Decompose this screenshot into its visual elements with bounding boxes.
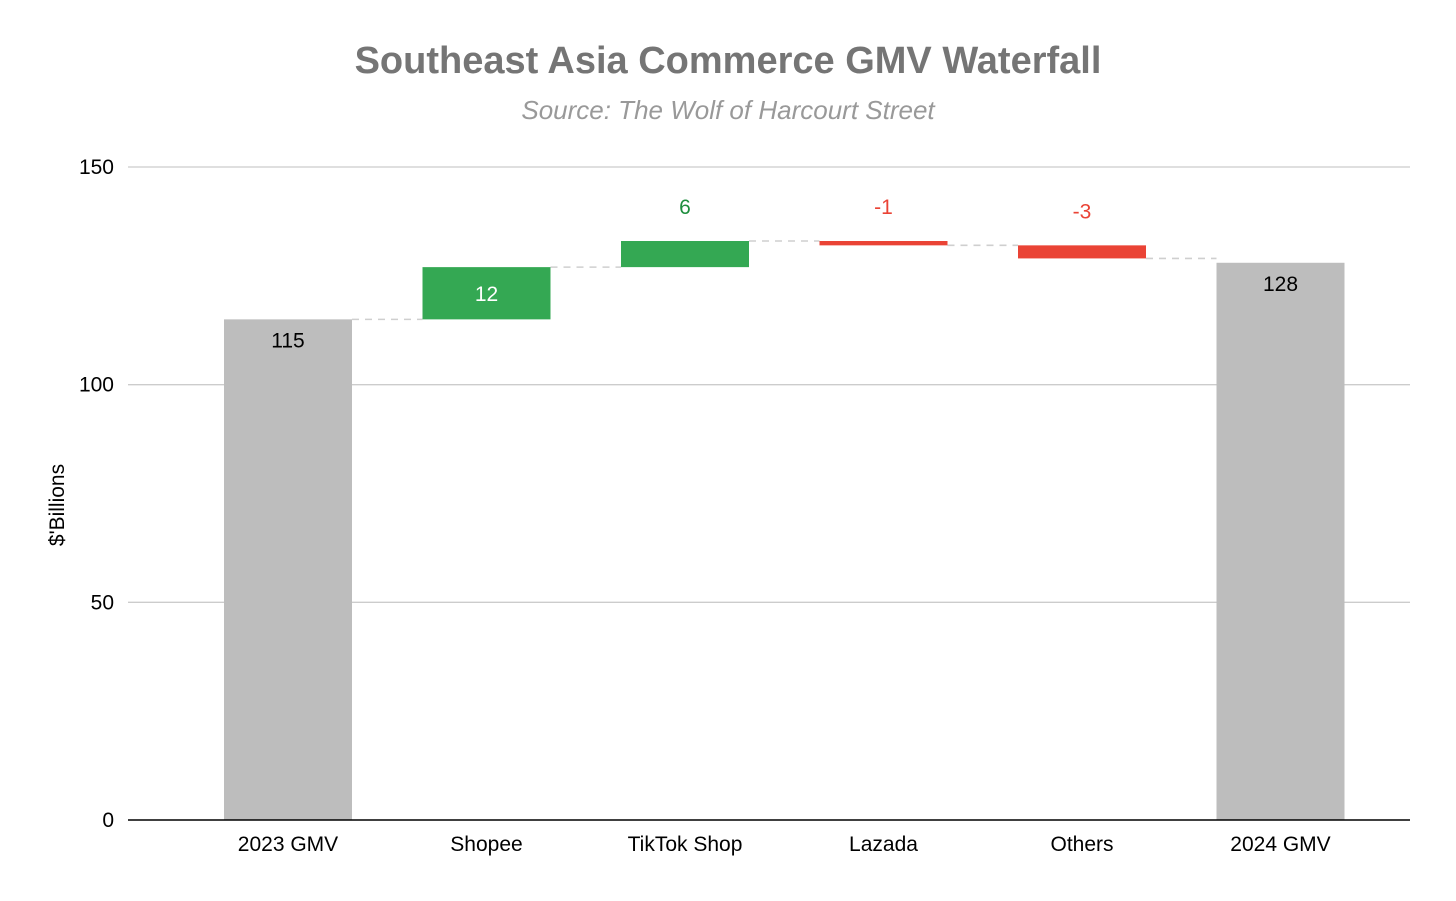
data-label: 128 <box>1263 273 1298 296</box>
y-axis-label: $'Billions <box>46 464 69 546</box>
data-label: -3 <box>1073 200 1092 223</box>
data-label: 6 <box>679 196 691 219</box>
y-tick-label: 150 <box>79 156 114 179</box>
x-tick-label: Lazada <box>849 833 918 856</box>
data-label: 115 <box>271 329 304 352</box>
x-tick-label: 2024 GMV <box>1230 833 1330 856</box>
bar-2024-gmv <box>1216 262 1345 821</box>
y-tick-label: 50 <box>91 591 114 614</box>
y-tick-label: 100 <box>79 374 114 397</box>
x-tick-label: Shopee <box>450 833 522 856</box>
data-label: 12 <box>475 283 498 306</box>
chart-subtitle: Source: The Wolf of Harcourt Street <box>521 95 935 125</box>
data-label: -1 <box>874 196 893 219</box>
bar-tiktok-shop <box>621 241 749 268</box>
bar-shopee <box>422 267 551 320</box>
y-tick-label: 0 <box>102 809 114 832</box>
x-tick-label: 2023 GMV <box>238 833 338 856</box>
bar-2023-gmv <box>224 319 352 820</box>
x-tick-label: Others <box>1050 833 1113 856</box>
bar-others <box>1018 245 1146 259</box>
bar-lazada <box>819 241 948 246</box>
chart-title: Southeast Asia Commerce GMV Waterfall <box>354 40 1102 82</box>
x-tick-label: TikTok Shop <box>628 833 743 856</box>
